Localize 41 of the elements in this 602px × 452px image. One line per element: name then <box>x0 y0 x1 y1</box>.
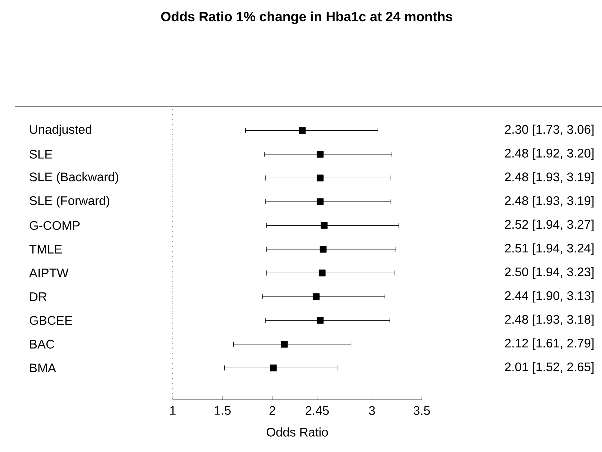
point <box>313 294 320 300</box>
y-tick-label: DR <box>30 292 47 302</box>
x-tick-label: 3 <box>369 406 376 416</box>
data-label: 2.01 [1.52, 2.65] <box>505 362 594 374</box>
data-label: 2.48 [1.92, 3.20] <box>505 148 594 160</box>
y-tick-label: SLE (Forward) <box>30 196 110 208</box>
point <box>317 198 324 206</box>
data-label: 2.48 [1.93, 3.18] <box>505 314 594 326</box>
y-tick-label: AIPTW <box>29 268 69 278</box>
point <box>320 246 327 253</box>
data-label: 2.44 [1.90, 3.13] <box>505 291 594 303</box>
data-label: 2.12 [1.61, 2.79] <box>505 338 594 350</box>
data-label: 2.51 [1.94, 3.24] <box>505 244 594 256</box>
point <box>317 317 324 324</box>
y-tick-label: BAC <box>30 340 54 349</box>
point <box>317 174 324 182</box>
data-label: 2.50 [1.94, 3.23] <box>505 267 594 280</box>
point <box>270 364 277 372</box>
y-tick-label: TMLE <box>30 245 62 254</box>
y-tick-label: SLE (Backward) <box>30 172 119 184</box>
data-label: 2.52 [1.94, 3.27] <box>505 220 594 232</box>
x-tick-label: 3.5 <box>414 406 430 416</box>
x-tick-label: 2 <box>270 406 276 416</box>
data-label: 2.48 [1.93, 3.19] <box>505 172 594 184</box>
point <box>299 127 306 134</box>
x-axis-title: Odds Ratio <box>266 428 328 437</box>
point <box>319 270 326 277</box>
y-tick-label: Unadjusted <box>30 124 92 137</box>
chart-title: Odds Ratio 1% change in Hba1c at 24 months <box>161 12 453 24</box>
data-label: 2.48 [1.93, 3.19] <box>505 196 594 208</box>
y-tick-label: SLE <box>30 150 52 159</box>
x-tick-label: 1 <box>170 406 176 415</box>
point <box>320 222 328 230</box>
x-tick-label: 2.45 <box>306 406 330 416</box>
data-label: 2.30 [1.73, 3.06] <box>505 124 594 137</box>
point <box>281 341 288 348</box>
y-tick-label: BMA <box>30 364 56 372</box>
point <box>317 151 324 158</box>
x-tick-label: 1.5 <box>215 406 231 416</box>
y-tick-label: G-COMP <box>30 221 80 230</box>
y-tick-label: GBCEE <box>30 316 72 326</box>
